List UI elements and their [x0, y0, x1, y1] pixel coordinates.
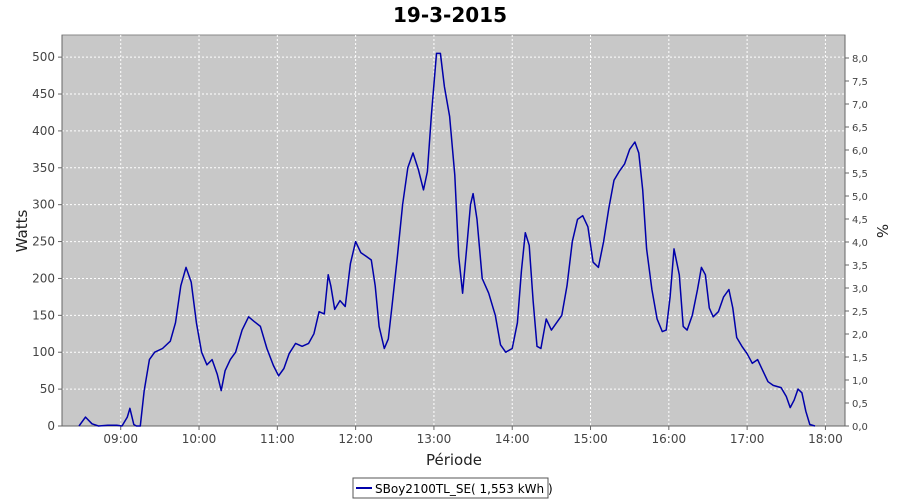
- y2-tick-label: 6,5: [852, 123, 868, 134]
- y2-tick-label: 2,0: [852, 330, 868, 341]
- y-tick-label: 500: [32, 50, 55, 64]
- y2-tick-label: 5,5: [852, 169, 868, 180]
- plot-area: [61, 34, 846, 427]
- y2-tick-label: 4,5: [852, 215, 868, 226]
- series-line-sboy2100tl: [78, 52, 816, 427]
- x-tick-label: 09:00: [103, 432, 138, 446]
- y2-tick-label: 4,0: [852, 238, 868, 249]
- y2-tick-label: 5,0: [852, 192, 868, 203]
- x-tick-label: 17:00: [730, 432, 765, 446]
- y-tick-label: 200: [32, 271, 55, 285]
- x-axis-label: Période: [426, 451, 482, 469]
- x-tick-label: 18:00: [808, 432, 843, 446]
- y-tick-label: 50: [40, 382, 55, 396]
- y2-tick-label: 0,5: [852, 399, 868, 410]
- y-tick-label: 100: [32, 345, 55, 359]
- y2-tick-label: 0,0: [852, 422, 868, 433]
- left-y-axis: 0 50 100 150 200 250 300 350 400 450 500: [32, 35, 63, 433]
- x-tick-label: 16:00: [652, 432, 687, 446]
- y-tick-label: 150: [32, 308, 55, 322]
- legend-entry: SBoy2100TL_SE( 1,553 kWh ): [375, 482, 553, 496]
- y2-tick-label: 3,0: [852, 284, 868, 295]
- legend: SBoy2100TL_SE( 1,553 kWh ): [352, 477, 553, 499]
- y-tick-label: 400: [32, 124, 55, 138]
- x-axis: 09:00 10:00 11:00 12:00 13:00 14:00 15:00 16:00…: [62, 425, 845, 446]
- x-tick-label: 14:00: [495, 432, 530, 446]
- y2-tick-label: 6,0: [852, 146, 868, 157]
- y2-tick-label: 7,5: [852, 77, 868, 88]
- x-tick-label: 12:00: [338, 432, 373, 446]
- y2-tick-label: 1,0: [852, 376, 868, 387]
- y-tick-label: 0: [47, 419, 55, 433]
- y-tick-label: 250: [32, 235, 55, 249]
- y-tick-label: 300: [32, 198, 55, 212]
- y2-tick-label: 1,5: [852, 353, 868, 364]
- chart-title: 19-3-2015: [393, 3, 507, 27]
- legend-box: [352, 477, 549, 499]
- y-axis-label: Watts: [13, 210, 31, 253]
- y2-tick-label: 7,0: [852, 100, 868, 111]
- y-tick-label: 350: [32, 161, 55, 175]
- right-y-axis: 0,0 0,5 1,0 1,5 2,0 2,5 3,0 3,5 4,0 4,5 5,0 5,5 6,0 6…: [844, 35, 868, 433]
- y2-tick-label: 3,5: [852, 261, 868, 272]
- x-tick-label: 13:00: [417, 432, 452, 446]
- x-tick-label: 11:00: [260, 432, 295, 446]
- x-tick-label: 10:00: [182, 432, 217, 446]
- x-tick-label: 15:00: [573, 432, 608, 446]
- y2-tick-label: 8,0: [852, 54, 868, 65]
- y2-axis-label: %: [873, 224, 891, 238]
- y2-tick-label: 2,5: [852, 307, 868, 318]
- y-tick-label: 450: [32, 87, 55, 101]
